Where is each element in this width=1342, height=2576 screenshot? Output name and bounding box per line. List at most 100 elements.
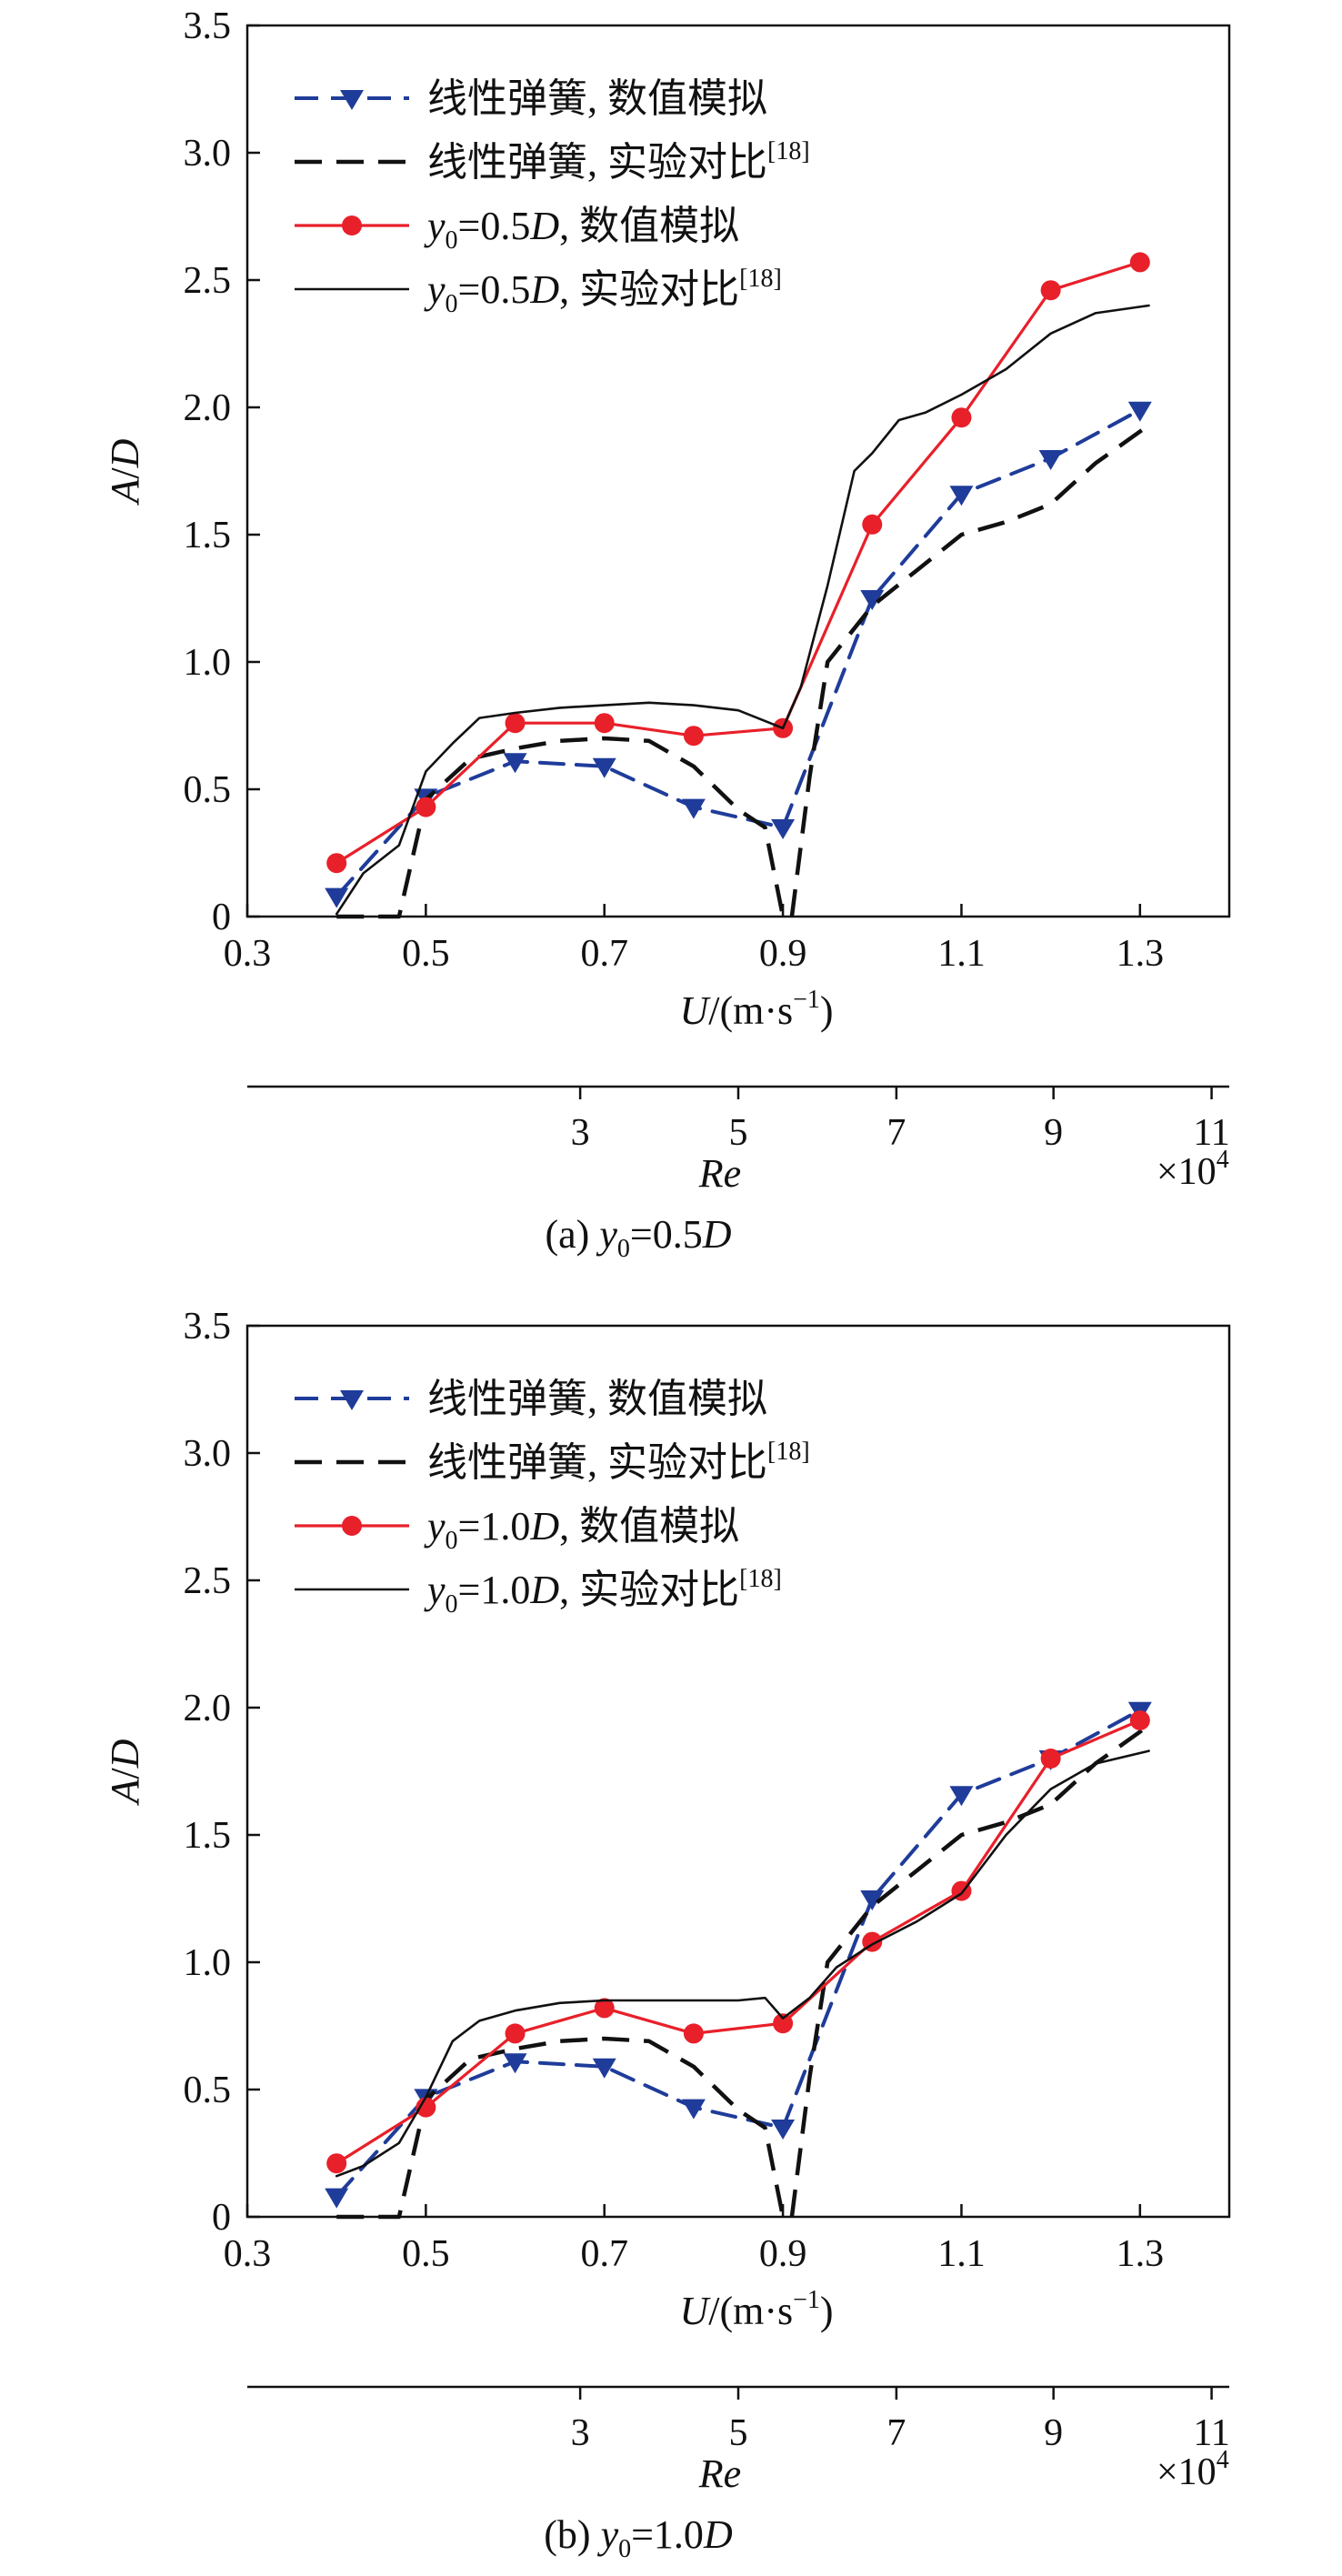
re-tick-label: 3 [571, 2412, 590, 2454]
y-tick-label: 2.5 [184, 1560, 232, 1602]
y-tick-label: 2.0 [184, 1688, 232, 1729]
re-axis: 3 5 7 9 11 Re ×104 [247, 1085, 1230, 1196]
data-point [594, 1998, 615, 2019]
legend-marker [340, 1390, 364, 1410]
re-tick-label: 3 [571, 1112, 590, 1154]
x-tick-label: 0.3 [224, 2233, 272, 2275]
data-point [325, 887, 349, 908]
chart-panel-a: 0 0.5 1.0 1.5 2.0 2.5 3.0 3.5 0.3 0.5 0.7 0.9 1.1 1.3… [103, 5, 1231, 1263]
data-point [325, 2188, 349, 2209]
re-tick-label: 11 [1193, 1112, 1229, 1154]
y-tick-label: 3.0 [184, 1433, 232, 1475]
data-point [681, 2099, 706, 2120]
legend-item: 线性弹簧, 实验对比[18] [295, 137, 810, 185]
data-point [771, 2120, 796, 2140]
series-line [335, 304, 1150, 916]
legend-item: 线性弹簧, 实验对比[18] [295, 1438, 810, 1485]
data-point [683, 726, 704, 747]
legend-marker [342, 216, 362, 236]
y-tick-label: 1.0 [184, 1942, 232, 1984]
x-tick-label: 0.5 [402, 2233, 450, 2275]
re-tick-label: 5 [729, 1112, 748, 1154]
data-point [592, 2058, 616, 2079]
plot-frame [245, 24, 1231, 918]
data-point [326, 2153, 347, 2174]
series-3 [335, 304, 1150, 916]
series-1 [336, 423, 1150, 919]
y-tick-label: 0 [212, 897, 231, 938]
data-point [1129, 252, 1150, 273]
legend-item: y0=1.0D, 数值模拟 [295, 1504, 739, 1555]
y-tick-label: 1.0 [184, 642, 232, 684]
y-tick-label: 1.5 [184, 1815, 232, 1857]
y-tick-label: 3.5 [184, 1306, 232, 1348]
data-point [416, 2097, 436, 2118]
data-point [1038, 450, 1063, 470]
series-line [335, 1749, 1150, 2178]
legend-item: 线性弹簧, 数值模拟 [295, 1377, 767, 1421]
legend-marker [340, 90, 364, 110]
x-tick-label: 0.5 [402, 933, 450, 975]
legend-label: 线性弹簧, 实验对比[18] [427, 1438, 810, 1485]
figure-caption: (b) y0=1.0D [544, 2512, 733, 2563]
plot-frame [245, 1324, 1231, 2219]
legend-item: 线性弹簧, 数值模拟 [295, 76, 767, 121]
series-3 [335, 1749, 1150, 2178]
data-point [1129, 1710, 1150, 1730]
x-axis-label: U/(m·s−1) [679, 2286, 833, 2333]
data-point [681, 798, 706, 819]
data-point [949, 486, 974, 506]
y-tick-label: 3.0 [184, 133, 232, 175]
x-tick-label: 0.9 [759, 2233, 807, 2275]
re-tick-label: 9 [1044, 1112, 1063, 1154]
data-point [594, 713, 615, 734]
x-tick-label: 1.3 [1117, 2233, 1165, 2275]
re-tick-label: 7 [886, 2412, 906, 2454]
series-2 [326, 1710, 1150, 2174]
series-0 [325, 401, 1152, 908]
data-point [592, 757, 616, 778]
legend-marker [342, 1516, 362, 1536]
data-point [505, 713, 526, 734]
legend-item: y0=0.5D, 数值模拟 [295, 204, 739, 255]
series-line [335, 260, 1142, 865]
re-tick-label: 7 [886, 1112, 906, 1154]
re-multiplier: ×104 [1157, 1146, 1229, 1193]
re-tick-label: 11 [1193, 2412, 1229, 2454]
re-tick-label: 9 [1044, 2412, 1063, 2454]
series-line [335, 407, 1142, 898]
x-tick-label: 1.1 [937, 933, 986, 975]
legend-label: y0=1.0D, 数值模拟 [424, 1504, 739, 1555]
data-point [773, 2013, 794, 2034]
re-axis-label: Re [698, 2451, 741, 2496]
data-point [949, 1786, 974, 1807]
legend-label: y0=1.0D, 实验对比[18] [424, 1565, 782, 1619]
data-point [683, 2023, 704, 2044]
x-axis-label: U/(m·s−1) [679, 986, 833, 1033]
y-tick-label: 0.5 [184, 769, 232, 811]
y-tick-label: 2.5 [184, 260, 232, 302]
series-1 [336, 1723, 1150, 2220]
x-tick-label: 0.7 [580, 933, 628, 975]
y-tick-label: 0 [212, 2197, 231, 2239]
series-2 [326, 252, 1150, 874]
y-tick-label: 0.5 [184, 2070, 232, 2111]
legend-label: 线性弹簧, 数值模拟 [427, 76, 767, 121]
re-tick-label: 5 [729, 2412, 748, 2454]
data-point [860, 590, 885, 610]
y-tick-label: 1.5 [184, 515, 232, 556]
x-tick-label: 0.3 [224, 933, 272, 975]
legend-item: y0=1.0D, 实验对比[18] [295, 1565, 782, 1619]
y-axis-label: A/D [103, 1739, 147, 1806]
chart-panel-b: 0 0.5 1.0 1.5 2.0 2.5 3.0 3.5 0.3 0.5 0.7 0.9 1.1 1.3… [103, 1306, 1231, 2563]
figure-caption: (a) y0=0.5D [546, 1212, 732, 1263]
data-point [951, 407, 972, 428]
data-point [1040, 280, 1061, 301]
legend-item: y0=0.5D, 实验对比[18] [295, 265, 782, 318]
data-point [503, 753, 527, 774]
re-axis-label: Re [698, 1151, 741, 1196]
y-tick-label: 2.0 [184, 387, 232, 429]
